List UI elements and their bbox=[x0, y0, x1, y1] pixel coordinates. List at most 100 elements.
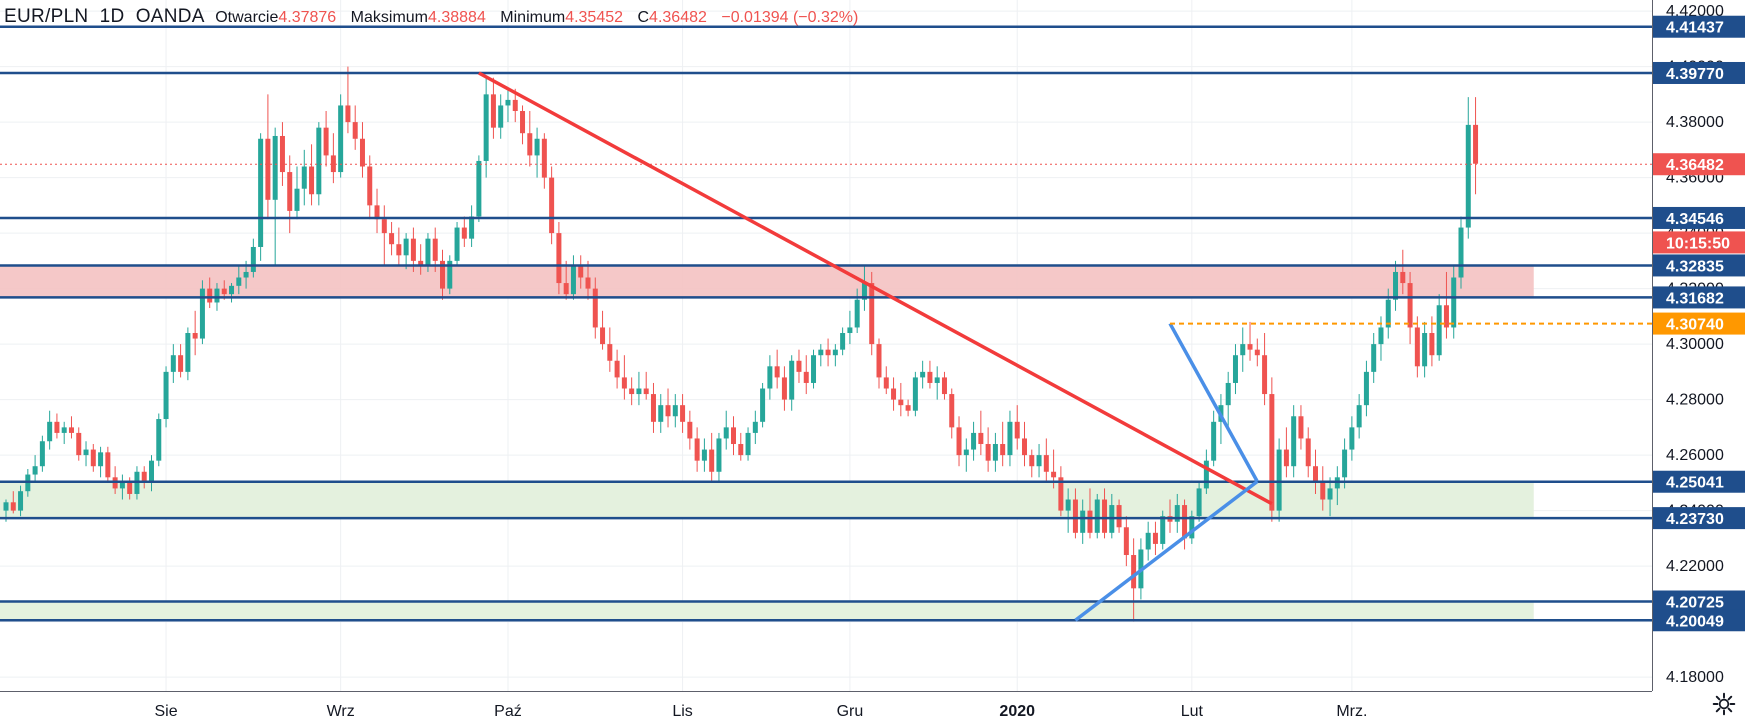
y-tick-label: 4.28000 bbox=[1666, 392, 1724, 409]
candle bbox=[709, 432, 715, 483]
candle-body bbox=[1145, 532, 1151, 550]
breakout-price-tag: 4.30740 bbox=[1666, 317, 1724, 334]
candle bbox=[330, 133, 336, 184]
chart-background bbox=[0, 0, 1652, 691]
candle-body bbox=[650, 394, 656, 422]
candle-body bbox=[432, 238, 438, 261]
candle bbox=[978, 410, 984, 456]
candle-body bbox=[1414, 327, 1420, 367]
candle-body bbox=[694, 438, 700, 461]
candle bbox=[767, 355, 773, 400]
level-price-tag: 4.20049 bbox=[1666, 613, 1724, 630]
settings-gear-icon[interactable] bbox=[1711, 691, 1737, 717]
candle bbox=[621, 355, 627, 400]
candle bbox=[1131, 538, 1137, 622]
candle bbox=[658, 394, 664, 433]
candle-body bbox=[1014, 421, 1020, 439]
candle-body bbox=[709, 449, 715, 472]
candle bbox=[956, 416, 962, 467]
candle-body bbox=[1116, 505, 1122, 528]
candle-body bbox=[258, 138, 264, 247]
candle bbox=[578, 255, 584, 289]
candle-body bbox=[745, 432, 751, 456]
candle bbox=[585, 260, 591, 300]
candle bbox=[680, 394, 686, 433]
candle bbox=[949, 388, 955, 439]
last-price-tag: 4.36482 bbox=[1666, 157, 1724, 174]
candle-body bbox=[1378, 327, 1384, 345]
candle-body bbox=[1102, 499, 1108, 533]
candle bbox=[90, 444, 96, 472]
candle-body bbox=[636, 388, 642, 395]
candle-body bbox=[352, 122, 358, 139]
candle-body bbox=[854, 299, 860, 328]
candle-body bbox=[883, 377, 889, 389]
candle-body bbox=[163, 371, 169, 420]
y-tick-label: 4.30000 bbox=[1666, 336, 1724, 353]
candle bbox=[10, 491, 16, 514]
level-lines bbox=[0, 25, 1652, 622]
candle-body bbox=[1385, 299, 1391, 328]
candle-body bbox=[1065, 499, 1071, 511]
candle-body bbox=[1087, 510, 1093, 533]
candle-body bbox=[1422, 333, 1428, 367]
candle-body bbox=[1131, 555, 1137, 589]
candle bbox=[1393, 260, 1399, 311]
candle-body bbox=[1225, 382, 1231, 406]
candle-body bbox=[767, 366, 773, 389]
symbol-label[interactable]: EUR/PLN 1D OANDA bbox=[4, 6, 205, 27]
candle-body bbox=[534, 138, 540, 156]
level-price-tag-bg bbox=[1653, 286, 1745, 309]
candle-body bbox=[1196, 488, 1202, 517]
level-price-tag: 4.25041 bbox=[1666, 475, 1724, 492]
candle-body bbox=[811, 355, 817, 383]
candle bbox=[1000, 421, 1006, 467]
candle-body bbox=[941, 377, 947, 395]
candle bbox=[738, 432, 744, 461]
candle bbox=[185, 327, 191, 381]
candle bbox=[1196, 482, 1202, 522]
candle-body bbox=[621, 377, 627, 389]
candle bbox=[891, 377, 897, 411]
candle bbox=[265, 94, 271, 220]
candle bbox=[549, 166, 555, 245]
candle bbox=[178, 344, 184, 378]
candle bbox=[440, 249, 445, 300]
candle bbox=[1313, 449, 1318, 494]
candle bbox=[607, 327, 613, 372]
candle-body bbox=[301, 166, 307, 189]
level-price-tag: 4.32835 bbox=[1666, 258, 1724, 275]
countdown-tag: 10:15:50 bbox=[1666, 235, 1730, 252]
candle bbox=[1080, 499, 1086, 544]
candle bbox=[534, 127, 540, 178]
trend-drawings bbox=[478, 71, 1652, 622]
candle bbox=[1225, 371, 1231, 428]
candle-body bbox=[461, 227, 467, 239]
candle-body bbox=[309, 166, 315, 195]
candle-body bbox=[330, 155, 336, 173]
candle bbox=[912, 371, 918, 417]
candle-body bbox=[170, 355, 176, 372]
candle-body bbox=[585, 277, 591, 289]
high-label: Maksimum bbox=[350, 9, 428, 26]
candle bbox=[1007, 410, 1013, 467]
level-price-tag-bg bbox=[1653, 609, 1745, 632]
candle bbox=[1232, 344, 1238, 395]
open-label: Otwarcie bbox=[215, 9, 279, 26]
candle-body bbox=[1232, 355, 1238, 383]
candle bbox=[789, 355, 795, 411]
y-tick-label: 4.22000 bbox=[1666, 558, 1724, 575]
candle-body bbox=[1211, 421, 1217, 461]
candle bbox=[920, 360, 926, 389]
candle-body bbox=[185, 333, 191, 372]
candle-body bbox=[520, 111, 526, 134]
candle-body bbox=[1174, 505, 1180, 522]
candle bbox=[505, 88, 511, 123]
candle-body bbox=[869, 283, 875, 345]
high-value: 4.38884 bbox=[428, 9, 486, 26]
candle bbox=[803, 355, 809, 395]
breakout-price-tag-bg bbox=[1653, 312, 1745, 335]
price-tags: 4.41437 4.39770 4.34546 4.32835 4.31682 4.250… bbox=[1653, 15, 1745, 632]
candle bbox=[1276, 438, 1282, 522]
